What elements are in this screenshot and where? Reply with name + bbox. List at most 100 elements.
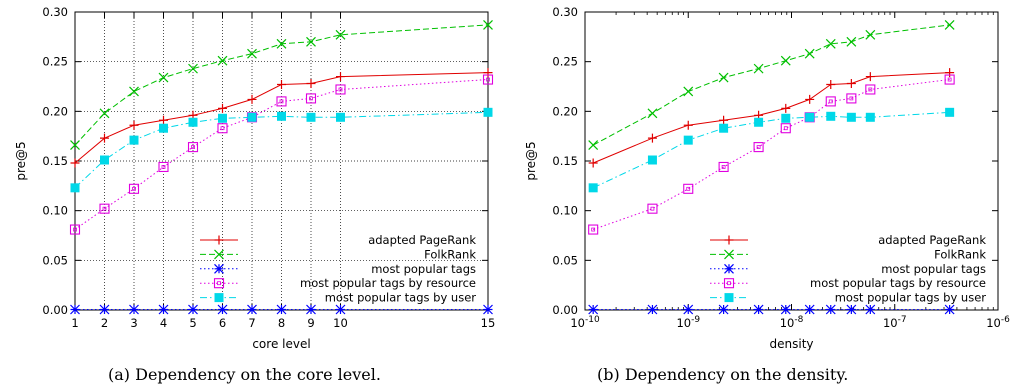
data-point: [99, 304, 110, 315]
data-point: [944, 304, 955, 315]
data-point: [826, 111, 836, 121]
data-point: [944, 19, 955, 30]
data-point: [753, 142, 764, 153]
data-point: [647, 304, 658, 315]
legend-marker-inner: [217, 281, 221, 286]
data-point: [846, 112, 856, 122]
data-point: [159, 115, 168, 125]
data-point: [718, 161, 729, 173]
x-axis-label: core level: [252, 337, 310, 351]
data-point: [158, 304, 169, 315]
data-point: [483, 19, 493, 30]
data-point: [846, 36, 857, 47]
data-point: [780, 304, 791, 315]
legend-marker: [214, 263, 224, 274]
y-tick-label: 0.25: [552, 55, 578, 69]
data-point: [217, 304, 228, 315]
data-point: [483, 68, 493, 78]
x-tick-label-base: 10: [986, 316, 1001, 330]
y-tick-label: 0.30: [42, 5, 68, 19]
data-point: [188, 117, 198, 127]
data-point: [718, 304, 729, 315]
x-tick-label: 10: [333, 316, 348, 330]
series-most-popular-tags: [70, 304, 493, 315]
data-point: [754, 117, 764, 127]
data-point: [306, 79, 316, 89]
y-tick-label: 0.00: [552, 303, 578, 317]
data-point: [781, 113, 791, 123]
data-point: [719, 123, 729, 133]
y-tick-label: 0.25: [42, 55, 68, 69]
data-point: [825, 38, 836, 49]
data-point-inner: [828, 99, 833, 104]
data-point: [647, 108, 658, 119]
x-tick-label-base: 10: [883, 316, 898, 330]
legend-marker: [214, 293, 224, 303]
series-line: [593, 79, 950, 230]
data-point: [70, 140, 80, 151]
data-point: [100, 155, 109, 165]
x-tick-label: 10-10: [570, 315, 600, 330]
data-point: [100, 133, 109, 143]
data-point: [247, 304, 257, 315]
x-tick-label: 10-7: [883, 315, 907, 330]
data-point: [129, 120, 139, 130]
data-point: [804, 48, 815, 59]
data-point: [336, 112, 345, 122]
data-point-inner: [191, 145, 195, 149]
series-most-popular-tags-by-user: [70, 107, 493, 193]
data-point: [588, 224, 599, 235]
data-point: [718, 72, 729, 83]
data-point: [846, 93, 857, 104]
data-point: [719, 115, 729, 125]
y-tick-label: 0.30: [552, 5, 578, 19]
data-point-inner: [279, 99, 284, 104]
x-tick-label: 9: [307, 316, 314, 330]
data-point: [683, 120, 693, 130]
x-tick-label-exponent: -6: [1001, 315, 1010, 325]
data-point-inner: [686, 186, 691, 191]
x-tick-label-base: 10: [570, 316, 585, 330]
data-point: [804, 304, 815, 315]
data-point-inner: [783, 126, 788, 131]
y-tick-label: 0.10: [42, 204, 68, 218]
x-tick-label: 3: [130, 316, 137, 330]
data-point: [99, 108, 110, 119]
data-point: [588, 158, 598, 168]
x-tick-label-exponent: -8: [794, 315, 803, 325]
series-most-popular-tags-by-resource: [588, 74, 955, 235]
legend-marker: [214, 249, 224, 260]
data-point-inner: [486, 77, 490, 82]
x-tick-label: 1: [71, 316, 78, 330]
legend-label: most popular tags by resource: [810, 276, 986, 290]
legend-label: most popular tags: [881, 262, 986, 276]
caption-a: (a) Dependency on the core level.: [108, 365, 381, 384]
x-tick-label-exponent: -9: [691, 315, 700, 325]
data-point: [247, 94, 257, 104]
x-tick-label-base: 10: [676, 316, 691, 330]
data-point: [683, 304, 694, 315]
legend-label: most popular tags by resource: [300, 276, 476, 290]
legend-marker: [213, 278, 225, 289]
data-point: [277, 80, 286, 90]
data-point: [825, 304, 836, 315]
data-point-inner: [721, 165, 726, 169]
data-point: [129, 86, 139, 97]
x-tick-label: 2: [101, 316, 108, 330]
legend-marker: [724, 249, 734, 260]
x-tick-label: 7: [248, 316, 255, 330]
data-point: [805, 94, 815, 104]
data-point: [99, 203, 110, 214]
data-point: [70, 183, 80, 193]
data-point: [218, 113, 227, 123]
data-point-inner: [756, 145, 761, 149]
caption-b: (b) Dependency on the density.: [597, 365, 849, 384]
data-point: [129, 135, 139, 145]
data-point: [805, 112, 815, 122]
data-point: [826, 80, 836, 90]
data-point: [158, 72, 169, 83]
data-point: [865, 84, 876, 95]
